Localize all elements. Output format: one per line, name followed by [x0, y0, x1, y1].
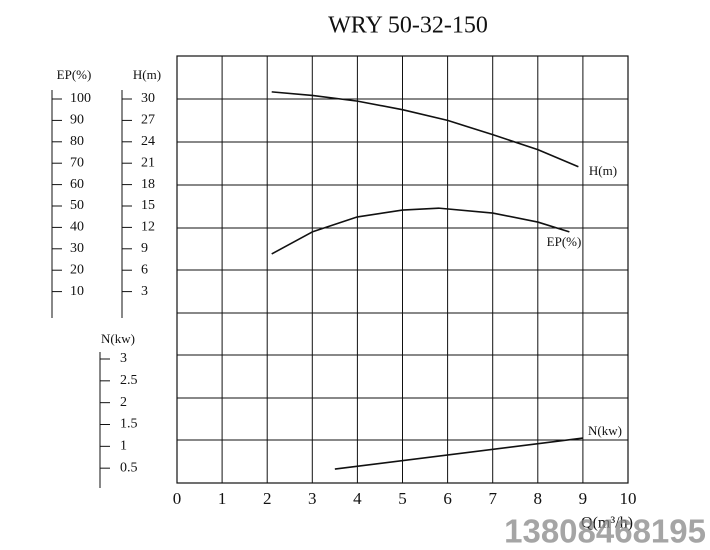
x-tick-label: 8 [534, 489, 543, 508]
y-tick-label: 0.5 [120, 460, 138, 475]
y-tick-label: 2 [120, 395, 127, 410]
x-tick-label: 2 [263, 489, 272, 508]
y-tick-label: 70 [70, 155, 84, 170]
x-tick-label: 4 [353, 489, 362, 508]
axis-title: EP(%) [57, 67, 92, 82]
y-tick-label: 40 [70, 220, 84, 235]
y-tick-label: 15 [141, 198, 155, 213]
axis-title: H(m) [133, 67, 161, 82]
y-tick-label: 30 [70, 241, 84, 256]
curve [334, 437, 583, 470]
y-tick-label: 90 [70, 113, 84, 128]
curve-label: N(kw) [588, 423, 622, 438]
y-tick-label: 3 [120, 351, 127, 366]
y-tick-label: 21 [141, 155, 155, 170]
y-tick-label: 1.5 [120, 417, 138, 432]
x-tick-label: 9 [579, 489, 588, 508]
y-tick-label: 3 [141, 284, 148, 299]
curve-label: EP(%) [547, 234, 582, 249]
y-tick-label: 30 [141, 91, 155, 106]
x-axis-title: Q(m³/h) [581, 515, 633, 532]
curve [271, 91, 579, 168]
y-tick-label: 9 [141, 241, 148, 256]
watermark: 13808468195 [504, 513, 706, 550]
y-tick-label: 1 [120, 439, 127, 454]
y-tick-label: 80 [70, 134, 84, 149]
axis-title: N(kw) [101, 331, 135, 346]
chart-title: WRY 50-32-150 [328, 13, 488, 39]
y-tick-label: 100 [70, 91, 91, 106]
y-tick-label: 6 [141, 262, 148, 277]
x-tick-label: 3 [308, 489, 317, 508]
y-tick-label: 24 [141, 134, 155, 149]
x-tick-label: 1 [218, 489, 227, 508]
y-tick-label: 27 [141, 113, 155, 128]
y-tick-label: 60 [70, 177, 84, 192]
y-tick-label: 2.5 [120, 373, 138, 388]
curve-label: H(m) [589, 163, 617, 178]
x-tick-label: 6 [443, 489, 452, 508]
y-tick-label: 12 [141, 220, 155, 235]
y-tick-label: 50 [70, 198, 84, 213]
x-tick-label: 10 [620, 489, 637, 508]
y-tick-label: 18 [141, 177, 155, 192]
x-tick-label: 7 [488, 489, 497, 508]
x-tick-label: 5 [398, 489, 407, 508]
y-tick-label: 10 [70, 284, 84, 299]
curve [271, 207, 570, 255]
x-tick-label: 0 [173, 489, 182, 508]
y-tick-label: 20 [70, 262, 84, 277]
